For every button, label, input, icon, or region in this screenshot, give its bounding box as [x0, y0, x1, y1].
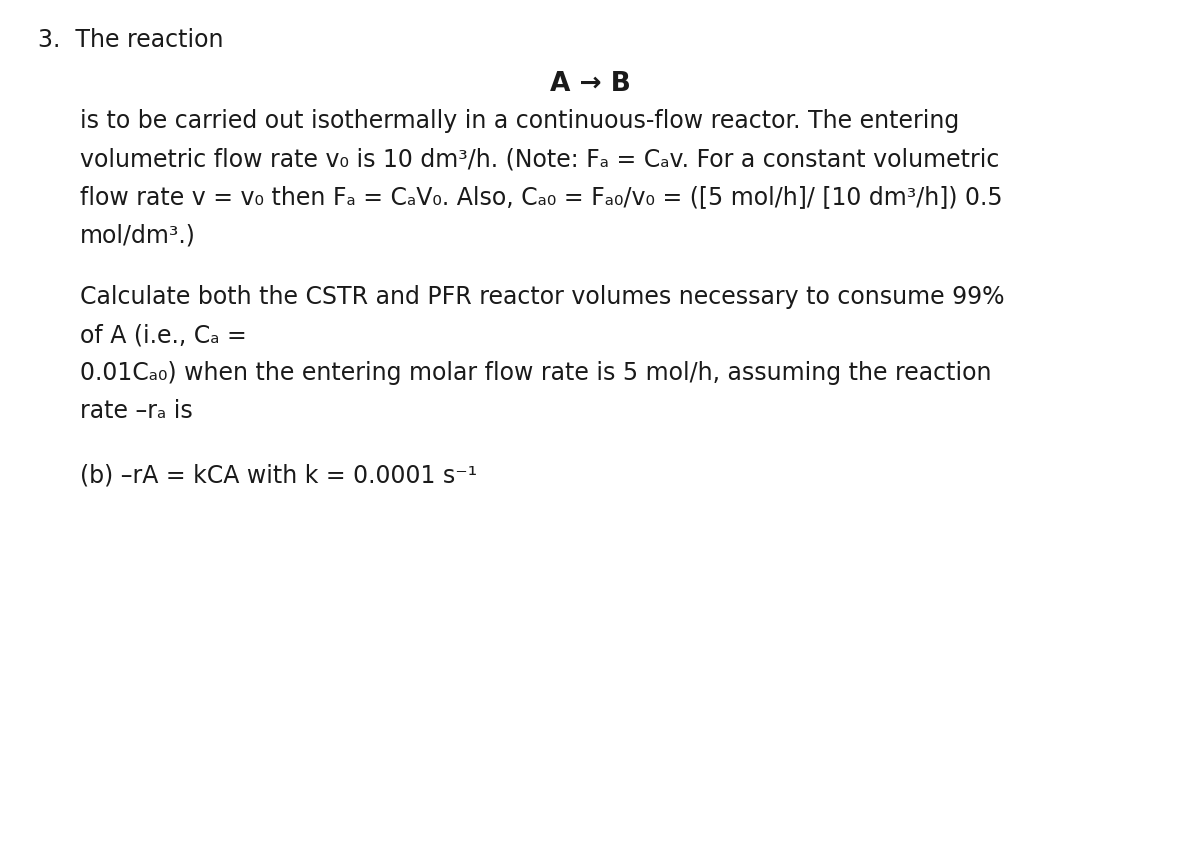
Text: Calculate both the CSTR and PFR reactor volumes necessary to consume 99%: Calculate both the CSTR and PFR reactor …: [80, 285, 1005, 309]
Text: flow rate v = v₀ then Fₐ = CₐV₀. Also, Cₐ₀ = Fₐ₀/v₀ = ([5 mol/h]/ [10 dm³/h]) 0.: flow rate v = v₀ then Fₐ = CₐV₀. Also, C…: [80, 185, 1003, 209]
Text: rate –rₐ is: rate –rₐ is: [80, 399, 193, 423]
Text: is to be carried out isothermally in a continuous-flow reactor. The entering: is to be carried out isothermally in a c…: [80, 109, 959, 133]
Text: of A (i.e., Cₐ =: of A (i.e., Cₐ =: [80, 323, 247, 347]
Text: 3.  The reaction: 3. The reaction: [38, 28, 223, 53]
Text: volumetric flow rate v₀ is 10 dm³/h. (Note: Fₐ = Cₐv. For a constant volumetric: volumetric flow rate v₀ is 10 dm³/h. (No…: [80, 147, 999, 171]
Text: A → B: A → B: [550, 71, 631, 96]
Text: (b) –rA = kCA with k = 0.0001 s⁻¹: (b) –rA = kCA with k = 0.0001 s⁻¹: [80, 463, 477, 487]
Text: 0.01Cₐ₀) when the entering molar flow rate is 5 mol/h, assuming the reaction: 0.01Cₐ₀) when the entering molar flow ra…: [80, 361, 992, 385]
Text: mol/dm³.): mol/dm³.): [80, 223, 196, 247]
